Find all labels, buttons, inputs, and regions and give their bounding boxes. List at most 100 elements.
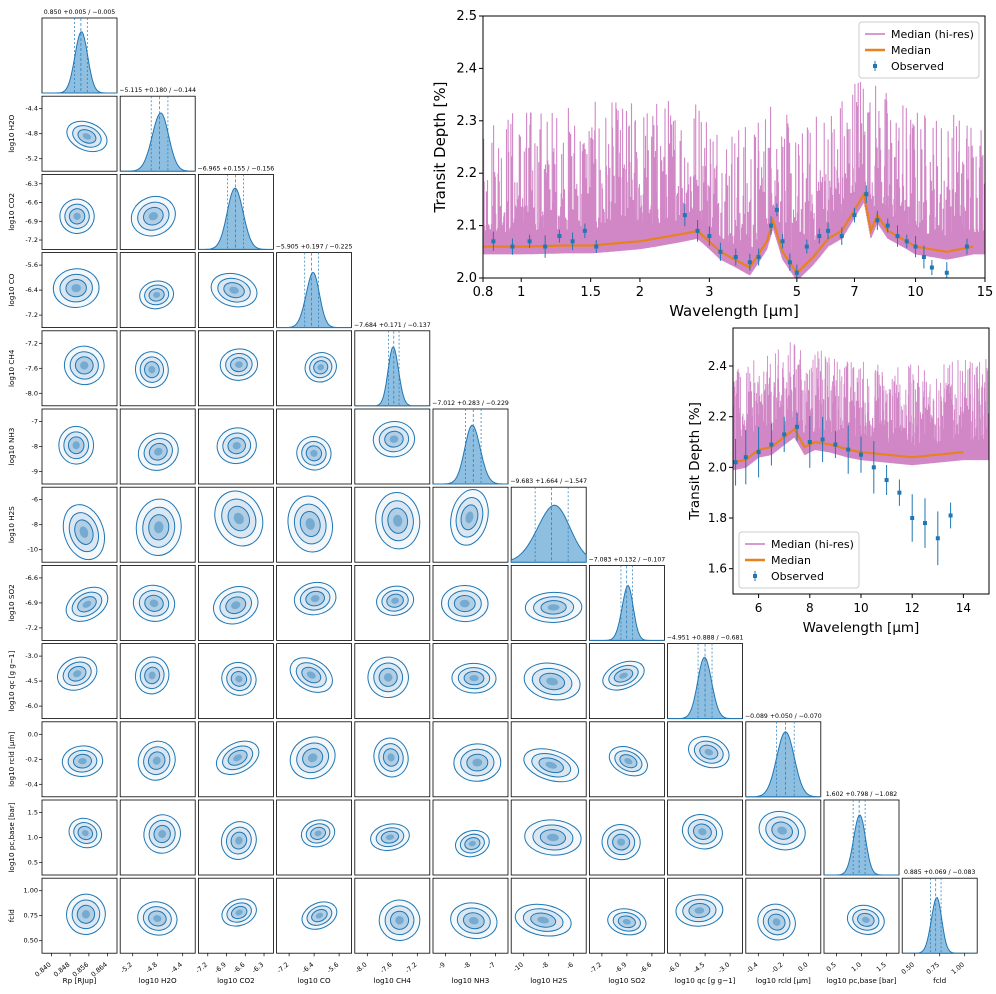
- observed-point: [787, 260, 792, 265]
- density-contour: [232, 441, 241, 450]
- panel-frame: [276, 565, 353, 641]
- legend-label: Median (hi-res): [891, 28, 974, 41]
- panel-frame: [119, 486, 196, 563]
- y-tick-label: -9: [32, 468, 38, 476]
- panel-frame: [745, 799, 822, 876]
- x-tick-label: 0.0: [797, 961, 810, 974]
- panel-frame: [119, 252, 196, 329]
- observed-point: [885, 223, 890, 228]
- density-contour: [226, 666, 252, 692]
- corner-panel-6-2: [197, 486, 274, 563]
- corner-panel-6-1: [119, 486, 196, 563]
- posterior-histogram: [433, 424, 508, 485]
- density-contour: [143, 746, 171, 776]
- posterior-summary-label: −5.905 +0.197 / −0.225: [276, 244, 353, 251]
- density-contour: [378, 426, 410, 453]
- y-tick-label: -10: [27, 546, 38, 554]
- density-contour: [77, 129, 97, 144]
- y-tick-label: 2.5: [456, 9, 477, 24]
- observed-point: [826, 228, 831, 233]
- observed-point: [846, 447, 851, 452]
- corner-panel-6-3: [276, 486, 353, 563]
- panel-frame: [589, 721, 665, 798]
- x-tick-label: -6.9: [213, 961, 228, 975]
- panel-frame: [276, 408, 353, 485]
- y-tick-label: -4.8: [25, 130, 38, 138]
- density-contour: [137, 201, 170, 231]
- density-contour: [540, 600, 567, 615]
- density-contour: [463, 671, 485, 686]
- corner-panel-6-0: -10 -8 -6 log10 H2S: [7, 486, 118, 563]
- plot-area: [733, 342, 989, 566]
- density-contour: [80, 361, 89, 370]
- observed-point: [839, 234, 844, 239]
- y-tick-label: 1.00: [24, 887, 38, 895]
- corner-panel-4-2: [197, 330, 274, 407]
- density-contour: [210, 272, 258, 308]
- x-axis-label: fcld: [933, 976, 946, 985]
- panel-frame: [197, 330, 274, 407]
- density-contour: [71, 284, 82, 293]
- posterior-summary-label: −7.684 +0.171 / −0.137: [354, 322, 431, 329]
- x-axis-label: log10 H2S: [530, 976, 567, 985]
- density-contour: [148, 442, 168, 461]
- y-tick-label: -7.2: [25, 311, 38, 319]
- corner-panel-2-0: -7.2 -6.9 -6.6 -6.3 log10 CO2: [7, 173, 118, 250]
- x-tick-label: 0.75: [925, 961, 941, 976]
- corner-panel-8-2: [197, 643, 274, 719]
- corner-panel-7-3: [276, 565, 353, 641]
- panel-frame: [276, 643, 353, 719]
- density-contour: [67, 665, 87, 682]
- y-tick-label: -7.6: [25, 364, 38, 372]
- y-tick-label: 1.5: [28, 809, 38, 817]
- density-contour: [373, 662, 404, 693]
- posterior-summary-label: 0.885 +0.069 / −0.083: [904, 869, 976, 876]
- x-tick-label: 14: [956, 601, 971, 615]
- x-tick-label: 1.0: [850, 961, 863, 974]
- density-contour: [310, 826, 327, 840]
- x-tick-label: 3: [705, 285, 713, 300]
- observed-point: [923, 521, 927, 526]
- density-contour: [389, 910, 410, 930]
- y-tick-label: 2.4: [456, 61, 477, 76]
- density-contour: [457, 667, 491, 690]
- density-contour: [688, 736, 730, 769]
- y-tick-label: 2.3: [456, 114, 477, 129]
- density-contour: [74, 356, 94, 375]
- observed-point: [582, 228, 587, 233]
- panel-frame: [510, 799, 587, 876]
- observed-point: [769, 442, 774, 447]
- corner-panel-8-6: [510, 643, 587, 719]
- x-tick-label: 8: [806, 601, 814, 615]
- observed-point: [820, 437, 825, 442]
- panel-frame: [119, 408, 196, 485]
- panel-frame: [41, 252, 118, 329]
- panel-frame: [41, 173, 118, 250]
- corner-panel-4-4: −7.684 +0.171 / −0.137: [354, 322, 431, 407]
- density-contour: [230, 671, 248, 687]
- observed-point: [527, 239, 532, 244]
- density-contour: [523, 662, 581, 701]
- corner-panel-7-4: [354, 565, 431, 641]
- legend-label: Observed: [891, 60, 944, 73]
- posterior-summary-label: −7.083 +0.132 / −0.107: [589, 556, 666, 563]
- observed-point: [794, 270, 799, 275]
- density-contour: [381, 500, 414, 542]
- density-contour: [139, 356, 165, 383]
- density-contour: [315, 912, 324, 919]
- panel-frame: [354, 643, 431, 719]
- corner-panel-10-0: 0.5 1.0 1.5 log10 pc,base [bar]: [7, 799, 118, 876]
- x-tick-label: -6.9: [613, 961, 628, 975]
- density-contour: [142, 206, 164, 226]
- density-contour: [538, 757, 564, 774]
- density-contour: [222, 432, 252, 459]
- x-tick-label: -7.2: [404, 961, 419, 975]
- corner-panel-7-1: [119, 565, 196, 641]
- density-contour: [64, 203, 90, 229]
- density-contour: [387, 753, 395, 762]
- panel-frame: [432, 799, 509, 876]
- corner-panel-0-0: 0.850 +0.005 / −0.005: [41, 9, 118, 94]
